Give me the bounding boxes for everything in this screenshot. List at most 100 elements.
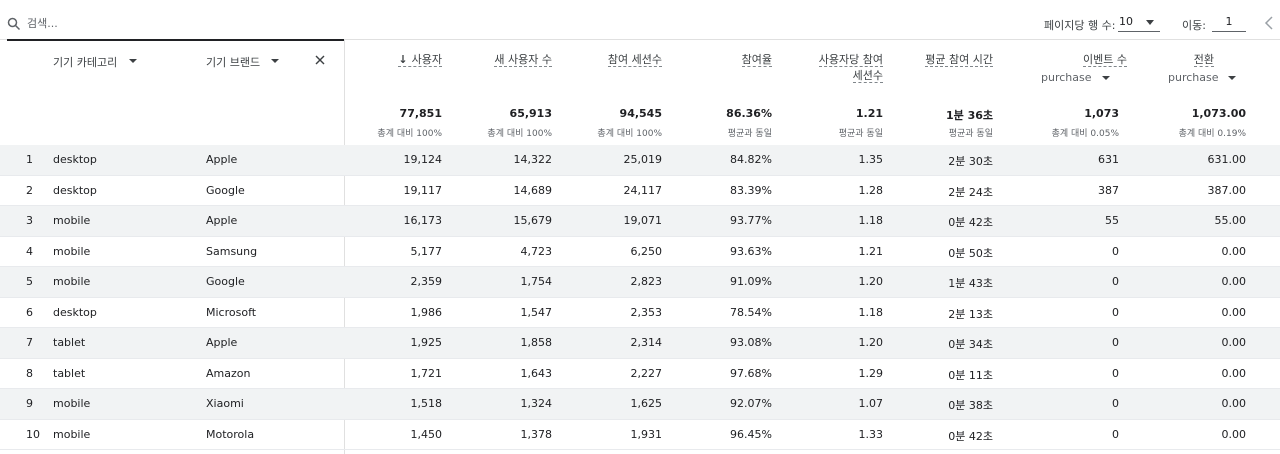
caret-down-icon[interactable] <box>129 59 137 63</box>
metric-header-sessions-per-user[interactable]: 사용자당 참여 세션수 <box>818 52 883 84</box>
metric-header-label: 사용자당 참여 <box>818 53 883 67</box>
row-events: 0 <box>1112 366 1119 380</box>
row-users: 1,450 <box>410 427 443 441</box>
row-new-users: 4,723 <box>520 244 553 258</box>
caret-down-icon <box>1146 20 1154 25</box>
row-new-users: 1,858 <box>520 336 553 349</box>
row-index: 10 <box>26 427 40 441</box>
table-row[interactable]: 8 tablet Amazon 1,721 1,643 2,227 97.68% 1.29 0분… <box>0 359 1280 389</box>
total-conversions: 1,073.00 <box>1191 107 1246 120</box>
caret-down-icon[interactable] <box>271 59 279 63</box>
table-row[interactable]: 2 desktop Google 19,117 14,689 24,117 83.39% 1.… <box>0 176 1280 206</box>
row-engaged-sessions: 1,931 <box>630 427 663 441</box>
row-conversions: 0.00 <box>1221 244 1247 258</box>
caret-down-icon[interactable] <box>1228 76 1236 80</box>
row-engagement-rate: 97.68% <box>730 366 772 380</box>
row-engagement-rate: 93.08% <box>730 336 772 349</box>
total-conversions-pct: 총계 대비 0.19% <box>1178 129 1246 139</box>
rows-per-page-select[interactable]: 10 <box>1118 12 1160 32</box>
close-icon[interactable] <box>313 53 327 67</box>
total-users: 77,851 <box>399 107 442 120</box>
row-avg-time: 0분 42초 <box>948 429 993 443</box>
row-conversions: 387.00 <box>1207 183 1247 197</box>
caret-down-icon[interactable] <box>1102 76 1110 80</box>
row-device-brand: Google <box>206 183 245 197</box>
goto-page-label: 이동: <box>1182 19 1206 32</box>
metric-header-new-users[interactable]: 새 사용자 수 <box>494 52 552 68</box>
row-users: 1,986 <box>410 305 443 319</box>
row-conversions: 0.00 <box>1221 366 1247 380</box>
row-device-category: desktop <box>53 153 97 166</box>
row-avg-time: 2분 30초 <box>948 155 993 168</box>
event-filter-select[interactable]: purchase <box>1041 71 1092 84</box>
table-row[interactable]: 4 mobile Samsung 5,177 4,723 6,250 93.63% 1.21 0… <box>0 237 1280 267</box>
row-device-category: mobile <box>53 397 91 410</box>
row-events: 0 <box>1112 427 1119 441</box>
row-engaged-sessions: 2,353 <box>630 305 663 319</box>
table-row[interactable]: 3 mobile Apple 16,173 15,679 19,071 93.77% 1.18… <box>0 206 1280 237</box>
table-row[interactable]: 9 mobile Xiaomi 1,518 1,324 1,625 92.07% 1.07 0분… <box>0 389 1280 420</box>
row-engagement-rate: 96.45% <box>730 427 772 441</box>
total-engagement-rate-pct: 평균과 동일 <box>727 129 772 139</box>
row-per-user: 1.18 <box>858 305 884 319</box>
dimension-header-underline <box>7 39 344 41</box>
row-index: 9 <box>26 397 33 410</box>
row-device-category: tablet <box>53 336 86 349</box>
total-engaged-sessions-pct: 총계 대비 100% <box>597 129 662 139</box>
row-conversions: 55.00 <box>1214 214 1247 227</box>
row-index: 4 <box>26 244 33 258</box>
dimension-category-header[interactable]: 기기 카테고리 <box>53 56 118 69</box>
row-events: 0 <box>1112 275 1119 288</box>
prev-page-icon[interactable] <box>1263 15 1275 31</box>
row-index: 3 <box>26 214 33 227</box>
row-device-brand: Xiaomi <box>206 397 244 410</box>
row-conversions: 631.00 <box>1207 153 1247 166</box>
row-avg-time: 1분 43초 <box>948 277 993 290</box>
row-avg-time: 0분 50초 <box>948 246 993 260</box>
row-engaged-sessions: 2,227 <box>630 366 663 380</box>
row-users: 1,721 <box>410 366 443 380</box>
table-row[interactable]: 7 tablet Apple 1,925 1,858 2,314 93.08% 1.20 0분 … <box>0 328 1280 359</box>
dimension-brand-header[interactable]: 기기 브랜드 <box>206 56 261 69</box>
metric-header-label: 이벤트 수 <box>1083 53 1127 67</box>
row-users: 19,117 <box>403 183 443 197</box>
metric-header-avg-engagement-time[interactable]: 평균 참여 시간 <box>925 52 993 68</box>
row-conversions: 0.00 <box>1221 397 1247 410</box>
row-events: 0 <box>1112 244 1119 258</box>
metric-header-event-count[interactable]: 이벤트 수 <box>1083 52 1127 68</box>
metric-header-engaged-sessions[interactable]: 참여 세션수 <box>607 52 662 68</box>
conversion-filter-select[interactable]: purchase <box>1168 71 1219 84</box>
table-row[interactable]: 5 mobile Google 2,359 1,754 2,823 91.09% 1.20 1분… <box>0 267 1280 298</box>
row-conversions: 0.00 <box>1221 305 1247 319</box>
row-device-category: mobile <box>53 427 91 441</box>
total-avg-engagement-time: 1분 36초 <box>945 109 993 122</box>
row-device-brand: Samsung <box>206 244 258 258</box>
row-users: 19,124 <box>403 153 443 166</box>
row-device-category: mobile <box>53 275 91 288</box>
row-engagement-rate: 78.54% <box>730 305 772 319</box>
search-input[interactable] <box>27 13 527 33</box>
row-device-brand: Apple <box>206 214 238 227</box>
table-row[interactable]: 10 mobile Motorola 1,450 1,378 1,931 96.45% 1.3… <box>0 420 1280 450</box>
table-row[interactable]: 6 desktop Microsoft 1,986 1,547 2,353 78.54% 1.… <box>0 298 1280 328</box>
metric-header-engagement-rate[interactable]: 참여율 <box>741 52 772 68</box>
row-conversions: 0.00 <box>1221 336 1247 349</box>
table-row[interactable]: 1 desktop Apple 19,124 14,322 25,019 84.82% 1.3… <box>0 145 1280 176</box>
row-engaged-sessions: 6,250 <box>630 244 663 258</box>
row-index: 7 <box>26 336 33 349</box>
row-events: 0 <box>1112 305 1119 319</box>
metric-header-conversions[interactable]: 전환 <box>1193 52 1214 68</box>
total-event-count-pct: 총계 대비 0.05% <box>1051 129 1119 139</box>
row-new-users: 14,689 <box>513 183 553 197</box>
total-engagement-rate: 86.36% <box>726 107 772 120</box>
row-index: 8 <box>26 366 33 380</box>
row-per-user: 1.20 <box>858 336 884 349</box>
sort-down-icon: ↓ <box>398 53 408 66</box>
metric-header-users[interactable]: ↓ 사용자 <box>398 52 442 68</box>
row-new-users: 1,324 <box>520 397 553 410</box>
total-new-users: 65,913 <box>509 107 552 120</box>
row-new-users: 14,322 <box>513 153 553 166</box>
goto-page-input[interactable] <box>1212 12 1246 32</box>
row-index: 5 <box>26 275 33 288</box>
row-engaged-sessions: 2,823 <box>630 275 663 288</box>
